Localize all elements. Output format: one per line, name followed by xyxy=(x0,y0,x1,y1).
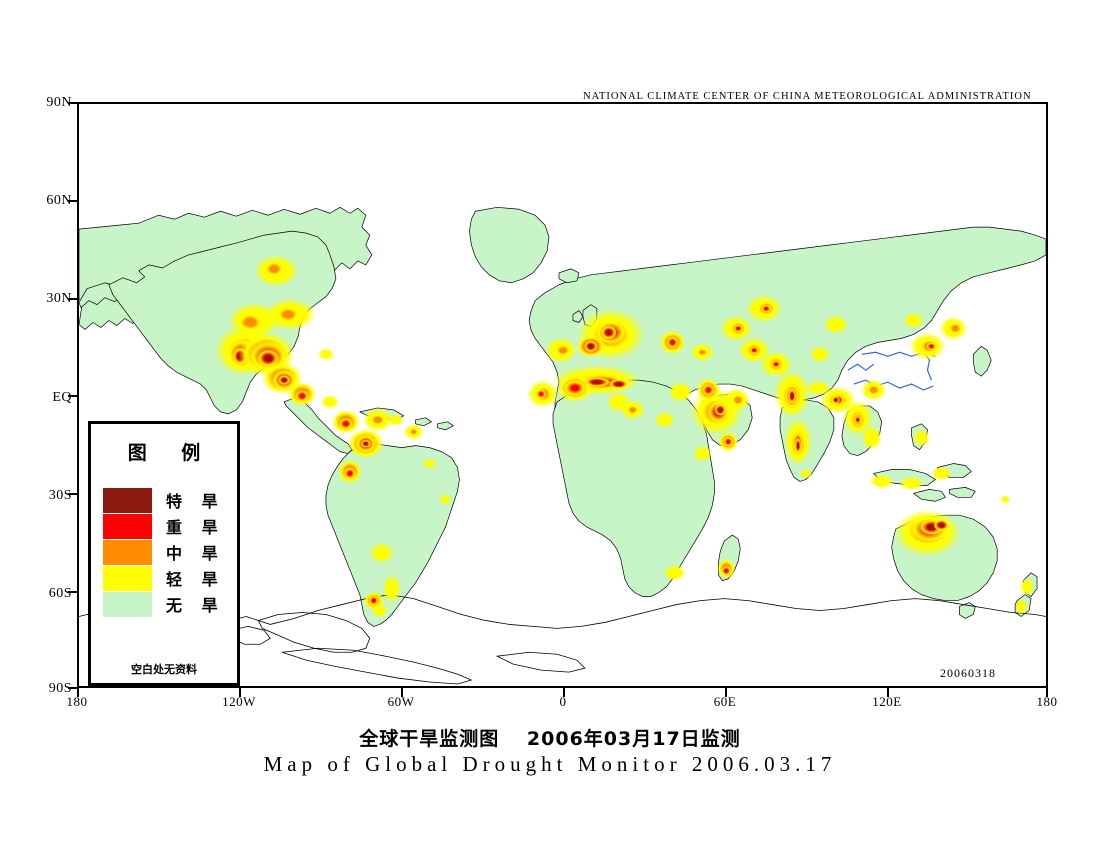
legend-title: 图 例 xyxy=(127,442,215,464)
xtick-60e: 60E xyxy=(713,694,737,709)
tickmark-60w xyxy=(401,688,403,697)
tickmark-90s xyxy=(68,687,77,689)
legend-label-light: 轻 旱 xyxy=(166,570,225,589)
legend-no-data-note: 空白处无资料 xyxy=(131,663,197,676)
legend-label-none: 无 旱 xyxy=(166,596,225,615)
tickmark-120e xyxy=(887,688,889,697)
tickmark-eq xyxy=(68,395,77,397)
antarctica-outline xyxy=(79,594,1046,685)
legend-items: 特 旱 重 旱 中 旱 轻 旱 无 旱 xyxy=(91,487,237,617)
tickmark-60n xyxy=(68,200,77,202)
ytick-eq: EQ xyxy=(52,390,72,405)
xtick-60w: 60W xyxy=(387,694,415,709)
ytick-30s: 30S xyxy=(48,488,72,503)
legend-label-moderate: 中 旱 xyxy=(166,544,225,563)
drought-map-frame xyxy=(77,102,1048,688)
ytick-30n: 30N xyxy=(46,291,72,306)
tickmark-120w xyxy=(239,688,241,697)
xtick-120w: 120W xyxy=(222,694,256,709)
map-title-chinese: 全球干旱监测图 2006年03月17日监测 xyxy=(359,728,741,750)
ytick-60n: 60N xyxy=(46,193,72,208)
xtick-180w: 180 xyxy=(66,694,88,709)
agency-credit-english: NATIONAL CLIMATE CENTER OF CHINA METEORO… xyxy=(583,91,1032,102)
legend-item-light: 轻 旱 xyxy=(103,565,237,591)
xtick-120e: 120E xyxy=(872,694,902,709)
tickmark-60e xyxy=(725,688,727,697)
tickmark-180w xyxy=(77,688,79,697)
legend-swatch-none xyxy=(103,591,152,617)
drought-severity-overlay xyxy=(214,254,1035,618)
tickmark-30n xyxy=(68,298,77,300)
tickmark-0 xyxy=(563,688,565,697)
ytick-90n: 90N xyxy=(46,95,72,110)
world-drought-heatmap xyxy=(79,104,1046,686)
tickmark-30s xyxy=(68,493,77,495)
legend-swatch-light xyxy=(103,565,152,591)
tickmark-180e xyxy=(1046,688,1048,697)
legend-label-severe: 重 旱 xyxy=(166,518,225,537)
ytick-90s: 90S xyxy=(48,681,72,696)
legend-item-none: 无 旱 xyxy=(103,591,237,617)
map-title-english: Map of Global Drought Monitor 2006.03.17 xyxy=(263,752,837,776)
tickmark-90n xyxy=(68,102,77,104)
latitude-axis: 90N 60N 30N EQ 30S 60S 90S xyxy=(22,0,72,850)
legend-swatch-extreme xyxy=(103,487,152,513)
ytick-60s: 60S xyxy=(48,586,72,601)
legend-item-severe: 重 旱 xyxy=(103,513,237,539)
xtick-180e: 180 xyxy=(1036,694,1058,709)
xtick-0: 0 xyxy=(559,694,567,709)
legend-swatch-moderate xyxy=(103,539,152,565)
tickmark-60s xyxy=(68,591,77,593)
production-datestamp: 20060318 xyxy=(940,666,996,680)
legend-swatch-severe xyxy=(103,513,152,539)
legend-item-extreme: 特 旱 xyxy=(103,487,237,513)
drought-legend: 图 例 特 旱 重 旱 中 旱 轻 旱 无 旱 空白处无资料 xyxy=(88,421,240,686)
legend-item-moderate: 中 旱 xyxy=(103,539,237,565)
legend-label-extreme: 特 旱 xyxy=(166,492,225,511)
